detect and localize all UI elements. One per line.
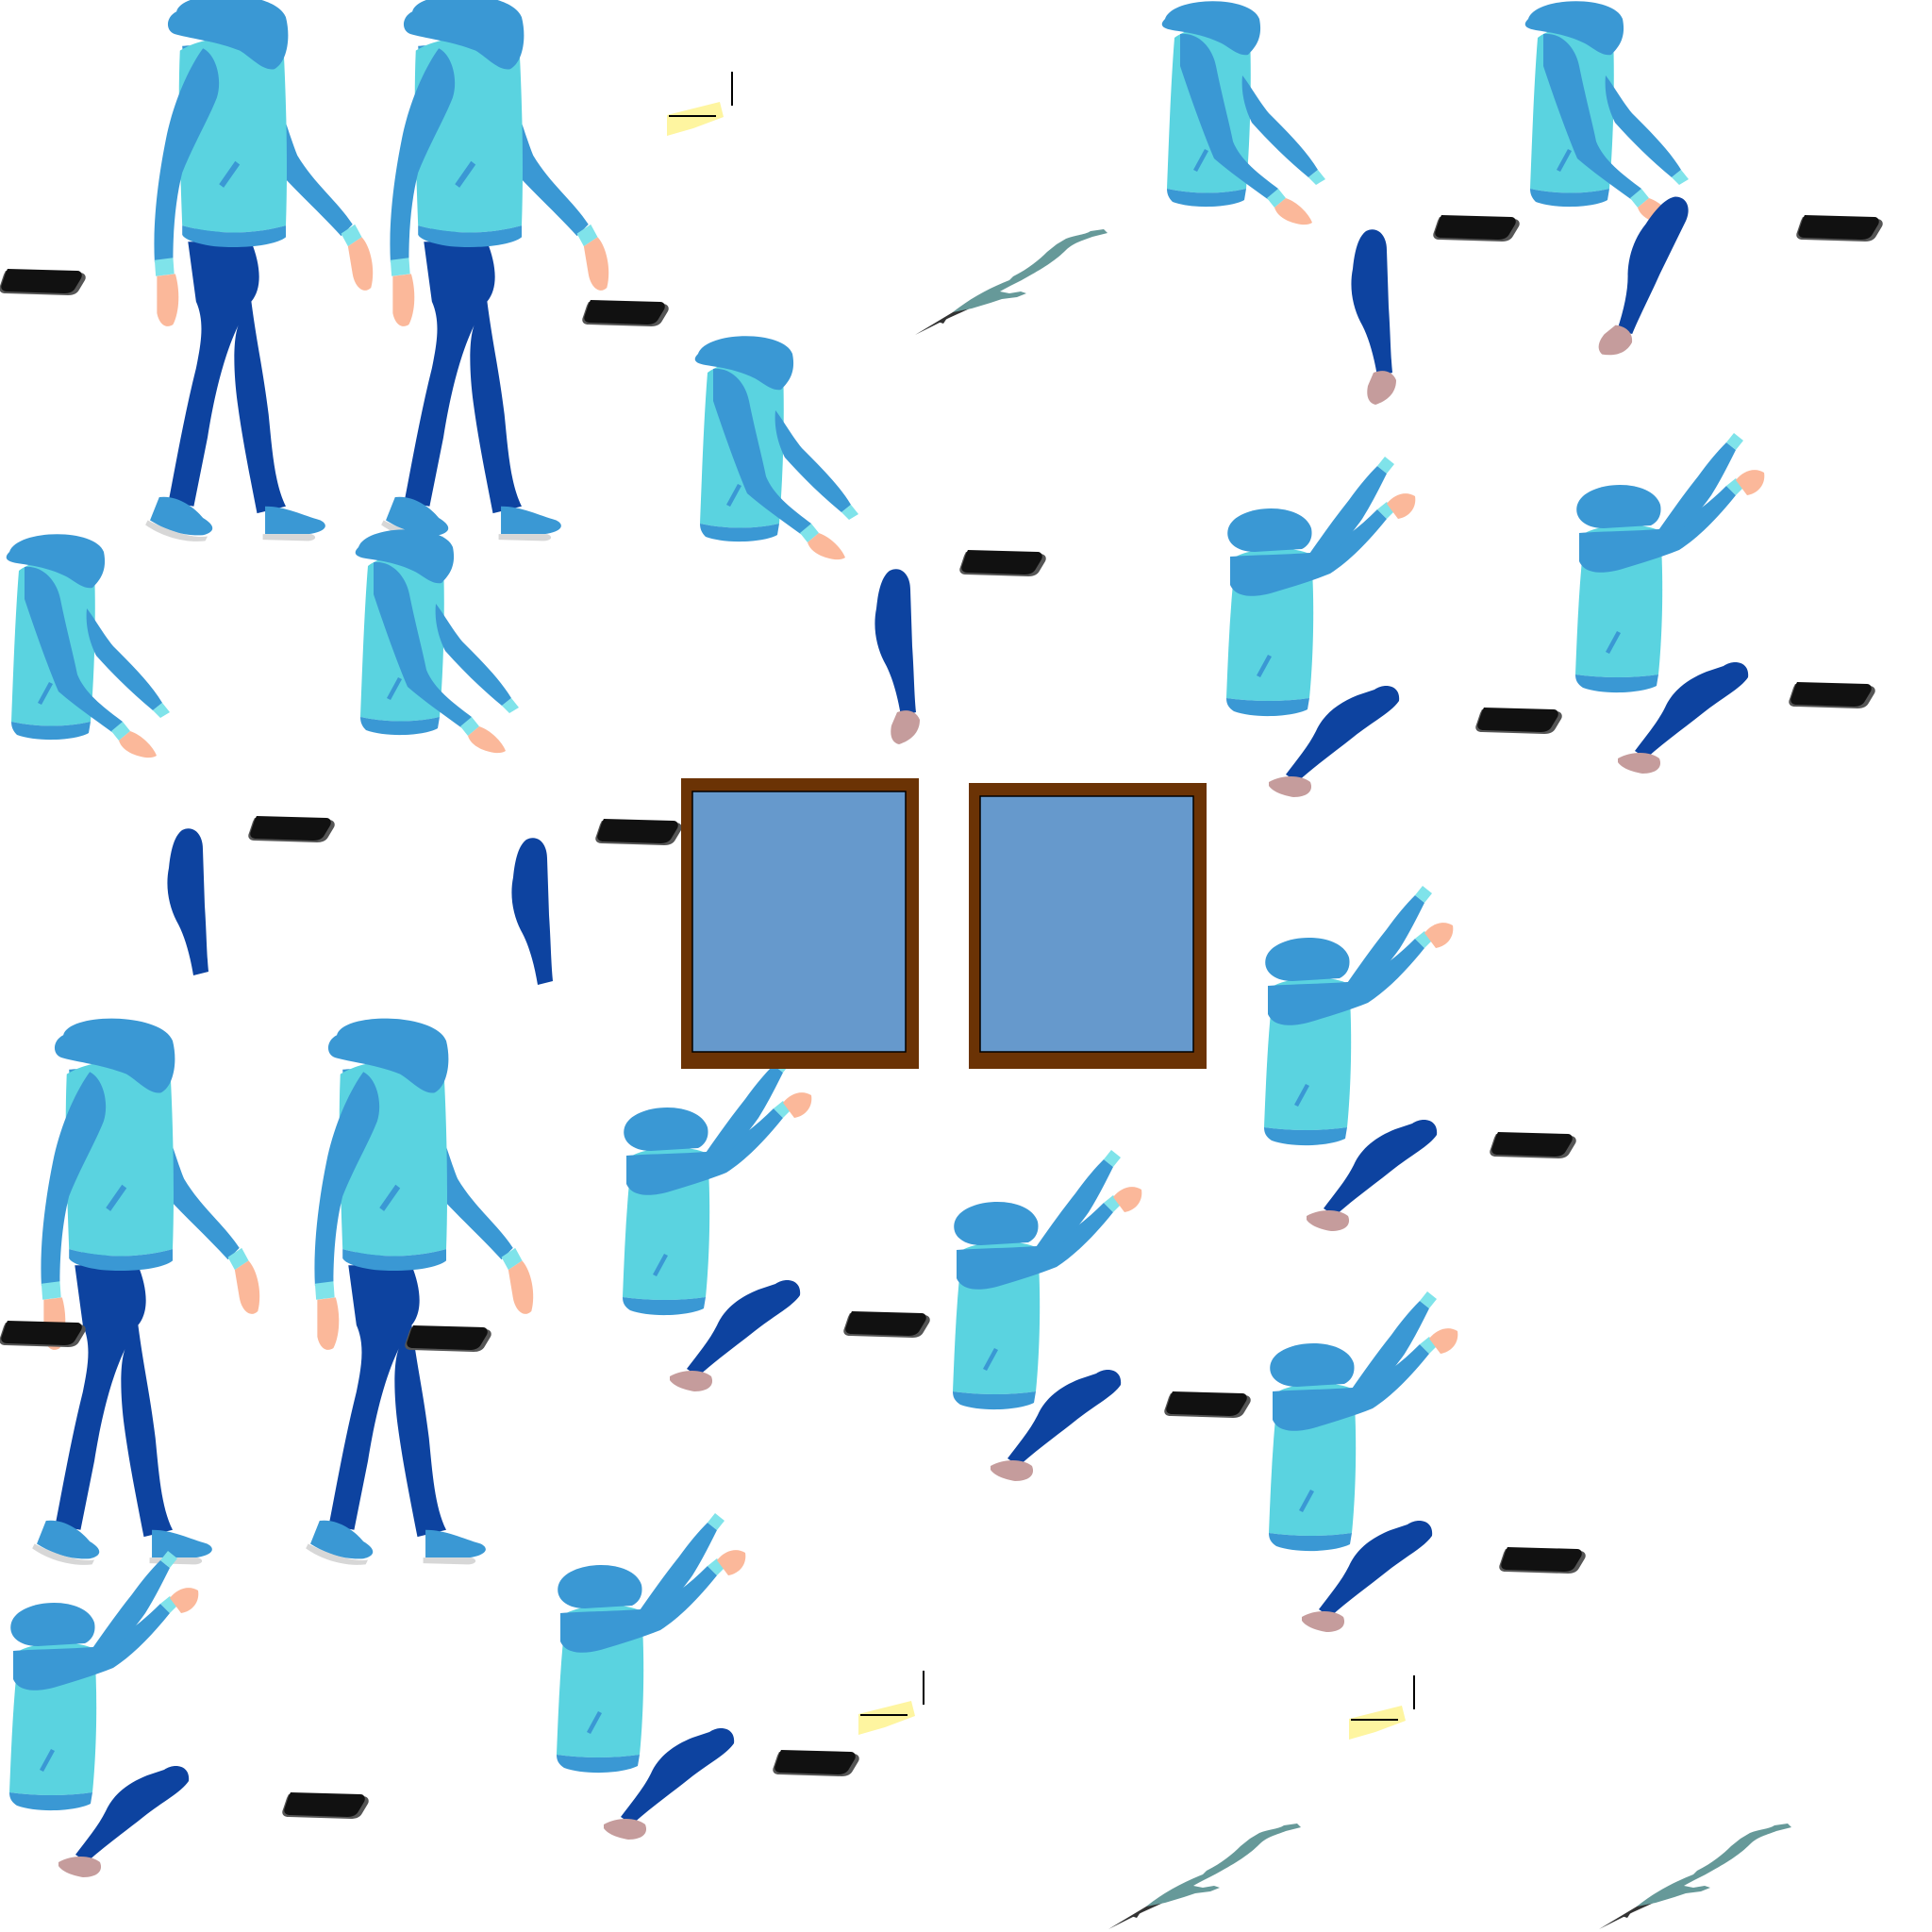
torso-reach-down-5 — [355, 529, 519, 754]
branch-parts — [1108, 1824, 1301, 1929]
leg-vertical-parts — [1351, 229, 1396, 405]
paper-parts — [667, 72, 733, 136]
torso-reach-down-4 — [6, 534, 171, 758]
torso-reach-up-6 — [1269, 1291, 1458, 1552]
branch-parts — [915, 229, 1108, 335]
torso-reach-up-3 — [1264, 886, 1454, 1146]
torso-reach-up-5 — [953, 1150, 1142, 1410]
phone-parts — [0, 1321, 86, 1347]
phone-parts — [773, 1750, 859, 1776]
leg-vertical-parts — [511, 838, 553, 985]
phone-parts — [1499, 1547, 1586, 1574]
torso-reach-up-2 — [1575, 433, 1765, 693]
branch-parts — [1599, 1824, 1791, 1929]
leg-vertical-parts — [167, 828, 208, 975]
torso-reach-up-4 — [623, 1056, 812, 1316]
phone-parts — [282, 1792, 369, 1819]
phone-parts — [959, 550, 1046, 576]
phone-parts — [248, 816, 335, 842]
phone-parts — [1789, 682, 1875, 708]
phone-parts — [1475, 708, 1562, 734]
walker-front-2 — [381, 0, 609, 541]
phone-parts — [582, 300, 669, 326]
torso-reach-down-1 — [1161, 1, 1325, 225]
leg-vertical-parts — [1581, 189, 1703, 364]
phone-parts — [1164, 1391, 1251, 1418]
phone-parts — [1490, 1132, 1576, 1158]
walker-front-1 — [145, 0, 374, 541]
phone-parts — [1796, 215, 1883, 242]
phone-parts — [1433, 215, 1520, 242]
phone-parts — [0, 269, 86, 295]
window-right — [969, 783, 1207, 1069]
phone-parts — [595, 819, 682, 845]
torso-reach-down-2 — [1524, 1, 1689, 225]
phone-parts — [843, 1311, 930, 1338]
window-left — [681, 778, 919, 1069]
walker-front-3 — [32, 1018, 260, 1565]
walker-front-4 — [306, 1018, 534, 1565]
torso-reach-down-3 — [694, 336, 858, 560]
leg-vertical-parts — [874, 569, 920, 744]
phone-parts — [405, 1325, 491, 1352]
torso-reach-up-1 — [1226, 457, 1416, 717]
paper-parts — [858, 1671, 924, 1735]
paper-parts — [1349, 1675, 1415, 1740]
